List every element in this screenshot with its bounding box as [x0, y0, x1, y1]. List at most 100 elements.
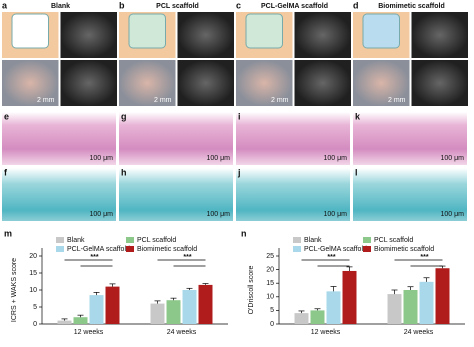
- panel-letter: i: [238, 111, 241, 121]
- y-tick-label: 25: [266, 253, 274, 260]
- x-tick-label: 24 weeks: [167, 329, 197, 336]
- y-tick-label: 10: [266, 294, 274, 301]
- panel-letter: a: [2, 0, 8, 10]
- scale-label: 2 mm: [271, 97, 289, 104]
- histology-image: [119, 168, 233, 221]
- panel-title: Biomimetic scaffold: [378, 3, 445, 10]
- x-tick-label: 24 weeks: [404, 329, 434, 336]
- panel-letter: d: [353, 0, 359, 10]
- histology-image: [2, 112, 116, 165]
- ct-image: [60, 60, 117, 106]
- bar: [294, 313, 309, 324]
- ct-image: [60, 12, 117, 58]
- y-tick-label: 15: [266, 280, 274, 287]
- legend-swatch: [56, 237, 64, 243]
- ct-image: [177, 60, 234, 106]
- bar: [73, 317, 88, 324]
- y-tick-label: 15: [29, 270, 37, 277]
- legend-swatch: [363, 246, 371, 252]
- panel-letter: g: [121, 111, 127, 121]
- histology-image: [236, 168, 350, 221]
- bar: [89, 295, 104, 324]
- legend-swatch: [363, 237, 371, 243]
- histology-image: [353, 112, 467, 165]
- bar: [326, 291, 341, 324]
- x-tick-label: 12 weeks: [311, 329, 341, 336]
- ct-image: [411, 12, 468, 58]
- bar: [342, 270, 357, 324]
- bar: [310, 310, 325, 324]
- scale-label: 100 μm: [324, 211, 348, 218]
- ct-image: [177, 12, 234, 58]
- panel-title: Blank: [51, 3, 70, 10]
- histology-image: [236, 112, 350, 165]
- schematic-defect: [362, 13, 400, 49]
- photo: [353, 60, 410, 106]
- bar: [198, 284, 213, 324]
- bar: [105, 286, 120, 324]
- scale-label: 2 mm: [154, 97, 172, 104]
- scale-label: 100 μm: [207, 155, 231, 162]
- legend-swatch: [293, 237, 301, 243]
- bar: [150, 303, 165, 324]
- significance-label: ***: [183, 254, 191, 261]
- ct-image: [294, 60, 351, 106]
- legend-swatch: [126, 246, 134, 252]
- panel-letter: j: [237, 167, 241, 177]
- significance-label: ***: [90, 254, 98, 261]
- y-axis-label: ICRS + WAKS score: [11, 258, 18, 322]
- bar: [387, 294, 402, 324]
- y-tick-label: 20: [29, 253, 37, 260]
- photo: [2, 60, 59, 106]
- scale-label: 100 μm: [90, 211, 114, 218]
- scale-label: 2 mm: [388, 97, 406, 104]
- photo: [236, 60, 293, 106]
- y-axis-label: O'Driscoll score: [248, 266, 255, 315]
- y-tick-label: 10: [29, 287, 37, 294]
- y-tick-label: 5: [33, 304, 37, 311]
- legend-label: Biomimetic scaffold: [374, 246, 434, 253]
- histology-image: [119, 112, 233, 165]
- scale-label: 100 μm: [207, 211, 231, 218]
- schematic-defect: [245, 13, 283, 49]
- panel-letter: k: [355, 111, 361, 121]
- legend-label: PCL-GelMA scaffold: [304, 246, 367, 253]
- bar: [419, 281, 434, 324]
- y-tick-label: 20: [266, 266, 274, 273]
- legend-label: PCL scaffold: [137, 237, 176, 244]
- x-tick-label: 12 weeks: [74, 329, 104, 336]
- scale-label: 100 μm: [441, 155, 465, 162]
- y-tick-label: 5: [270, 307, 274, 314]
- photo: [119, 60, 176, 106]
- histology-image: [353, 168, 467, 221]
- bar: [182, 290, 197, 324]
- scale-label: 100 μm: [90, 155, 114, 162]
- bar: [403, 290, 418, 324]
- panel-letter: b: [119, 0, 125, 10]
- legend-swatch: [293, 246, 301, 252]
- panel-letter: f: [4, 167, 8, 177]
- panel-letter: h: [121, 167, 127, 177]
- schematic-defect: [11, 13, 49, 49]
- scale-label: 2 mm: [37, 97, 55, 104]
- scale-label: 100 μm: [324, 155, 348, 162]
- legend-label: Blank: [67, 237, 85, 244]
- panel-letter: n: [241, 228, 247, 238]
- scale-label: 100 μm: [441, 211, 465, 218]
- schematic-defect: [128, 13, 166, 49]
- legend-label: PCL scaffold: [374, 237, 413, 244]
- panel-title: PCL scaffold: [156, 3, 199, 10]
- bar: [435, 268, 450, 324]
- significance-label: ***: [327, 254, 335, 261]
- legend-label: PCL-GelMA scaffold: [67, 246, 130, 253]
- ct-image: [294, 12, 351, 58]
- y-tick-label: 0: [33, 321, 37, 328]
- panel-title: PCL-GelMA scaffold: [261, 3, 328, 10]
- legend-label: Biomimetic scaffold: [137, 246, 197, 253]
- panel-letter: e: [4, 111, 9, 121]
- histology-image: [2, 168, 116, 221]
- panel-letter: m: [4, 228, 12, 238]
- panel-letter: c: [236, 0, 241, 10]
- legend-swatch: [56, 246, 64, 252]
